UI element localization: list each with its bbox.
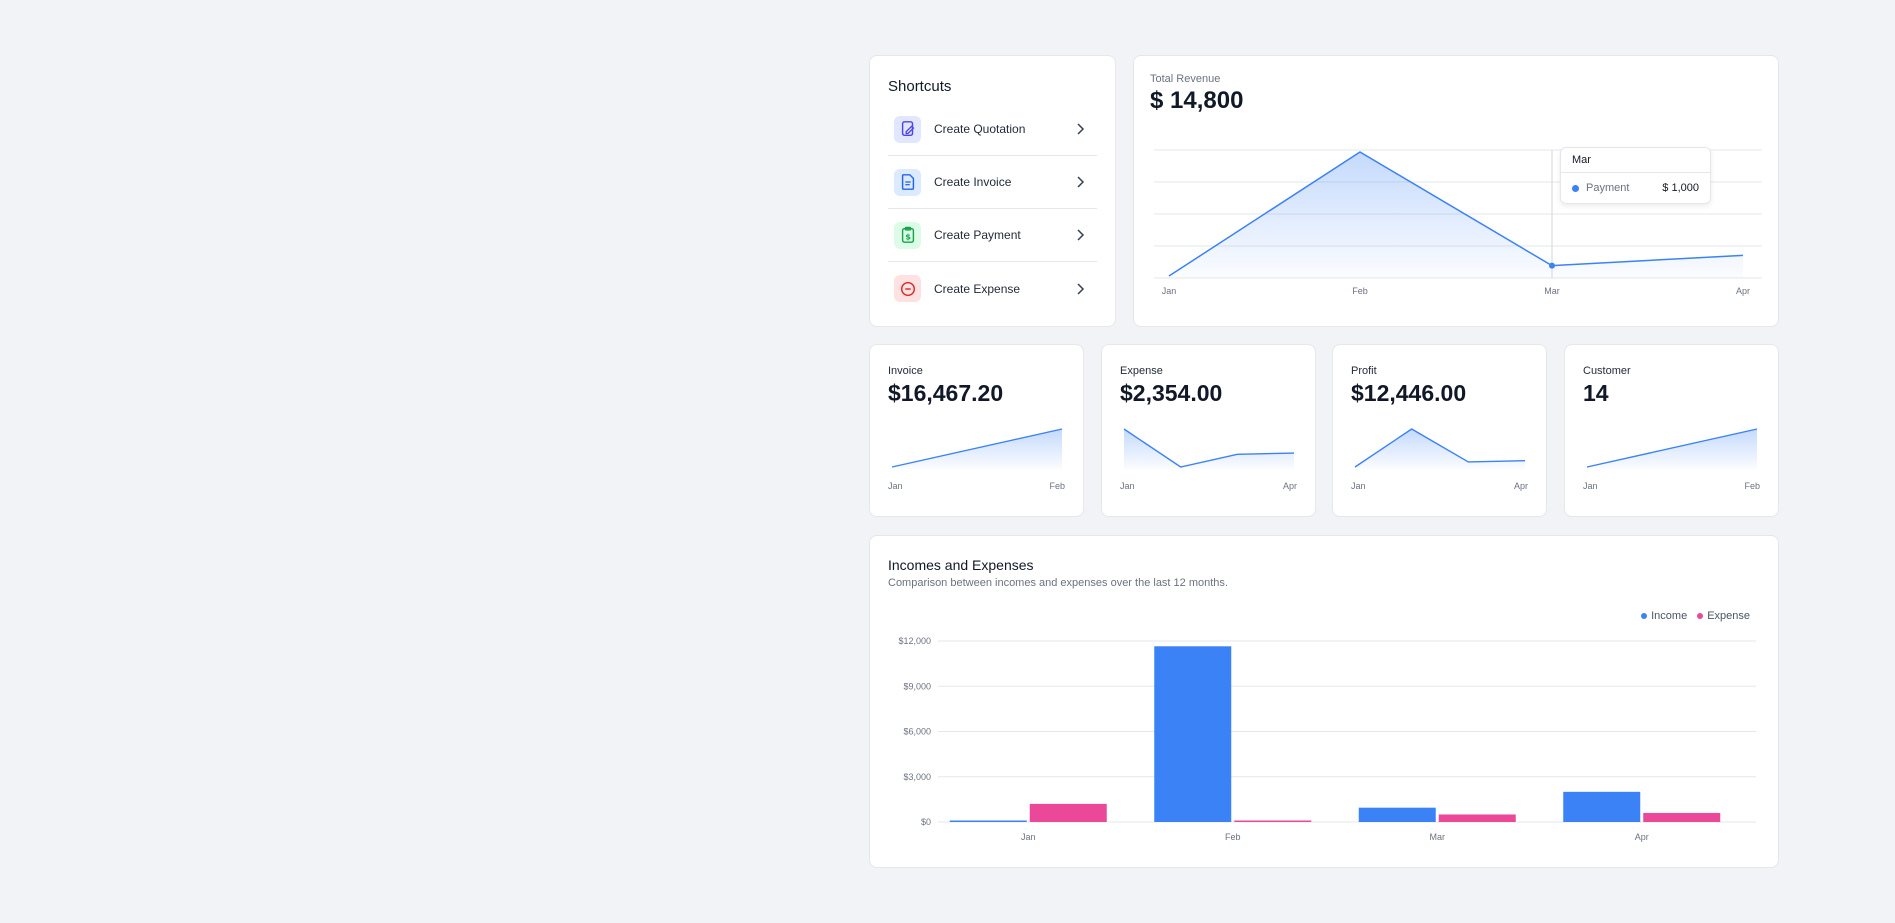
x-tick-label: Apr bbox=[1635, 832, 1649, 842]
expense-bar bbox=[1643, 812, 1721, 822]
tooltip-month: Mar bbox=[1561, 148, 1710, 173]
sparkline-line bbox=[1123, 428, 1295, 468]
expense-bar bbox=[1438, 814, 1516, 822]
x-tick-label: Feb bbox=[1225, 832, 1241, 842]
sparkline-line bbox=[891, 428, 1063, 468]
payment-line bbox=[1168, 151, 1744, 277]
legend-income[interactable]: Income bbox=[1641, 610, 1687, 622]
legend-income-label: Income bbox=[1651, 610, 1688, 622]
expense-stat-card: Expense $2,354.00 Jan Apr bbox=[1101, 344, 1316, 517]
x-tick-label: Jan bbox=[1021, 832, 1036, 842]
tooltip-series-value: $ 1,000 bbox=[1662, 182, 1699, 194]
income-bar bbox=[1358, 807, 1436, 822]
chevron-right-icon bbox=[1073, 228, 1087, 242]
y-tick-label: $6,000 bbox=[903, 727, 931, 737]
x-tick-label: Jan bbox=[1162, 286, 1177, 296]
expense-bar bbox=[1029, 803, 1107, 822]
incomes-expenses-chart: $0 $3,000 $6,000 $9,000 $12,000 Jan Feb Mar Apr bbox=[898, 636, 1756, 842]
x-tick-start: Jan bbox=[1120, 481, 1135, 491]
stat-value: $2,354.00 bbox=[1120, 380, 1223, 406]
stat-value: $16,467.20 bbox=[888, 380, 1004, 406]
edit-document-icon bbox=[894, 115, 921, 143]
invoice-stat-card: Invoice $16,467.20 Jan Feb bbox=[869, 344, 1084, 517]
stat-label: Invoice bbox=[888, 365, 923, 377]
expense-sparkline bbox=[1123, 428, 1295, 469]
y-tick-label: $12,000 bbox=[898, 636, 931, 646]
profit-sparkline bbox=[1354, 428, 1526, 469]
svg-text:$: $ bbox=[905, 232, 911, 242]
x-tick-label: Feb bbox=[1352, 286, 1368, 296]
shortcuts-list: Create Quotation Create Invoice $ Create Pa… bbox=[888, 103, 1097, 315]
income-bar bbox=[1154, 646, 1232, 822]
customer-sparkline bbox=[1586, 428, 1758, 469]
incomes-expenses-card: $0 $3,000 $6,000 $9,000 $12,000 Jan Feb Mar Apr … bbox=[869, 535, 1779, 868]
y-tick-label: $9,000 bbox=[903, 681, 931, 691]
stat-value: 14 bbox=[1583, 380, 1609, 406]
profit-stat-card: Profit $12,446.00 Jan Apr bbox=[1332, 344, 1547, 517]
legend-expense[interactable]: Expense bbox=[1697, 610, 1750, 622]
sparkline-area bbox=[1355, 429, 1525, 469]
legend-dot-icon bbox=[1697, 613, 1704, 619]
tooltip-series-name: Payment bbox=[1586, 182, 1630, 194]
chevron-right-icon bbox=[1073, 175, 1087, 189]
shortcuts-card: Shortcuts Create Quotation Create Invoice… bbox=[869, 55, 1116, 327]
y-tick-label: $0 bbox=[921, 817, 931, 827]
income-bar bbox=[1563, 791, 1641, 822]
stat-value: $12,446.00 bbox=[1351, 380, 1467, 406]
stat-label: Customer bbox=[1583, 365, 1631, 377]
x-tick-end: Feb bbox=[1049, 481, 1065, 491]
incomes-expenses-subtitle: Comparison between incomes and expenses … bbox=[888, 577, 1228, 589]
invoice-sparkline bbox=[891, 428, 1063, 469]
shortcuts-title: Shortcuts bbox=[888, 78, 952, 95]
customer-stat-card: Customer 14 Jan Feb bbox=[1564, 344, 1779, 517]
sparkline-line bbox=[1354, 428, 1526, 468]
shortcut-create-quotation[interactable]: Create Quotation bbox=[888, 103, 1097, 156]
stat-label: Expense bbox=[1120, 365, 1163, 377]
sparkline-line bbox=[1586, 428, 1758, 468]
x-tick-start: Jan bbox=[888, 481, 903, 491]
revenue-label: Total Revenue bbox=[1150, 73, 1221, 85]
x-tick-end: Apr bbox=[1513, 481, 1528, 491]
x-tick-label: Apr bbox=[1736, 286, 1750, 296]
clipboard-dollar-icon: $ bbox=[894, 221, 921, 249]
income-bar bbox=[949, 820, 1027, 822]
x-tick-end: Feb bbox=[1744, 481, 1760, 491]
total-revenue-card: Jan Feb Mar Apr Total Revenue $ 14,800 Mar … bbox=[1133, 55, 1779, 327]
shortcut-label: Create Quotation bbox=[934, 122, 1026, 136]
hover-point bbox=[1549, 262, 1555, 269]
stat-label: Profit bbox=[1351, 365, 1377, 377]
expense-bar bbox=[1234, 820, 1312, 822]
chart-tooltip: Mar Payment $ 1,000 bbox=[1560, 147, 1711, 204]
revenue-value: $ 14,800 bbox=[1150, 87, 1244, 114]
shortcut-label: Create Expense bbox=[934, 281, 1021, 296]
legend-expense-label: Expense bbox=[1707, 610, 1750, 622]
x-tick-start: Jan bbox=[1583, 481, 1598, 491]
shortcut-create-expense[interactable]: Create Expense bbox=[888, 262, 1097, 315]
document-icon bbox=[894, 168, 921, 196]
x-tick-start: Jan bbox=[1351, 481, 1366, 491]
x-tick-end: Apr bbox=[1282, 481, 1297, 491]
shortcut-create-payment[interactable]: $ Create Payment bbox=[888, 209, 1097, 262]
shortcut-label: Create Invoice bbox=[934, 175, 1012, 189]
sparkline-area bbox=[1124, 429, 1294, 469]
incomes-expenses-title: Incomes and Expenses bbox=[888, 557, 1034, 573]
chevron-right-icon bbox=[1073, 282, 1087, 296]
x-tick-label: Mar bbox=[1430, 832, 1446, 842]
x-tick-label: Mar bbox=[1544, 286, 1560, 296]
chevron-right-icon bbox=[1073, 122, 1087, 136]
shortcut-label: Create Payment bbox=[934, 228, 1021, 242]
tooltip-series-dot bbox=[1572, 184, 1579, 192]
minus-circle-icon bbox=[894, 275, 921, 302]
shortcut-create-invoice[interactable]: Create Invoice bbox=[888, 156, 1097, 209]
chart-legend: Income Expense bbox=[1641, 610, 1750, 622]
legend-dot-icon bbox=[1641, 613, 1648, 619]
y-tick-label: $3,000 bbox=[903, 772, 931, 782]
